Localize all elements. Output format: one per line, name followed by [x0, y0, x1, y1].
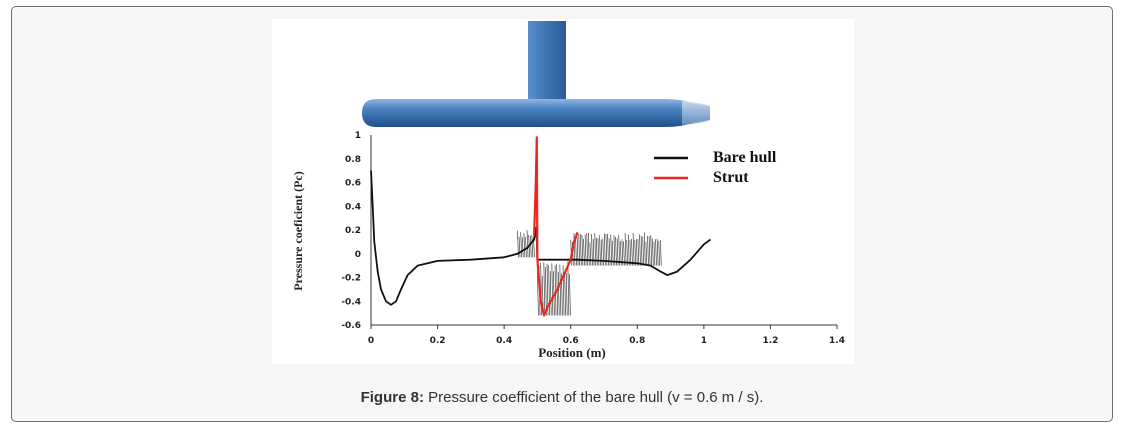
x-tick-label: 0.4	[496, 336, 512, 346]
y-tick-label: 0.6	[345, 179, 361, 189]
y-axis-title: Pressure coeficient (Pc)	[291, 171, 305, 291]
strut-body	[528, 21, 566, 103]
hull-nose	[682, 101, 710, 125]
figure-frame: 1 0.8 0.6 0.4 0.2 0 -0.2 -0.4 -0.6 0 0.2 0.4 0.6 0.8…	[11, 6, 1113, 422]
figure-image: 1 0.8 0.6 0.4 0.2 0 -0.2 -0.4 -0.6 0 0.2 0.4 0.6 0.8…	[272, 19, 854, 364]
hull-illustration	[362, 21, 710, 127]
x-tick-label: 1.2	[762, 336, 778, 346]
x-tick-labels: 0 0.2 0.4 0.6 0.8 1 1.2 1.4	[368, 325, 845, 346]
y-tick-labels: 1 0.8 0.6 0.4 0.2 0 -0.2 -0.4 -0.6	[341, 131, 361, 331]
y-tick-label: -0.2	[341, 274, 361, 284]
caption-label: Figure 8:	[361, 389, 424, 406]
legend-label-bare-hull: Bare hull	[713, 149, 777, 166]
series-layer	[371, 137, 711, 315]
caption-text: Pressure coefficient of the bare hull (v…	[428, 389, 763, 406]
x-axis-title: Position (m)	[538, 345, 606, 360]
y-tick-label: 0.8	[345, 155, 361, 165]
x-tick-label: 0	[368, 336, 374, 346]
pressure-coefficient-chart: 1 0.8 0.6 0.4 0.2 0 -0.2 -0.4 -0.6 0 0.2 0.4 0.6 0.8…	[272, 19, 854, 364]
y-tick-label: -0.6	[341, 321, 361, 331]
y-tick-label: -0.4	[341, 297, 361, 307]
y-tick-label: 0	[355, 250, 361, 260]
y-tick-label: 0.2	[345, 226, 361, 236]
y-tick-label: 1	[355, 131, 361, 141]
hull-body	[362, 99, 710, 127]
x-tick-label: 1.4	[829, 336, 845, 346]
x-tick-label: 0.8	[629, 336, 645, 346]
legend-label-strut: Strut	[713, 169, 749, 186]
x-tick-label: 0.2	[430, 336, 446, 346]
figure-caption: Figure 8: Pressure coefficient of the ba…	[12, 389, 1112, 406]
x-tick-label: 1	[701, 336, 707, 346]
legend: Bare hull Strut	[654, 149, 777, 186]
y-tick-label: 0.4	[345, 202, 361, 212]
